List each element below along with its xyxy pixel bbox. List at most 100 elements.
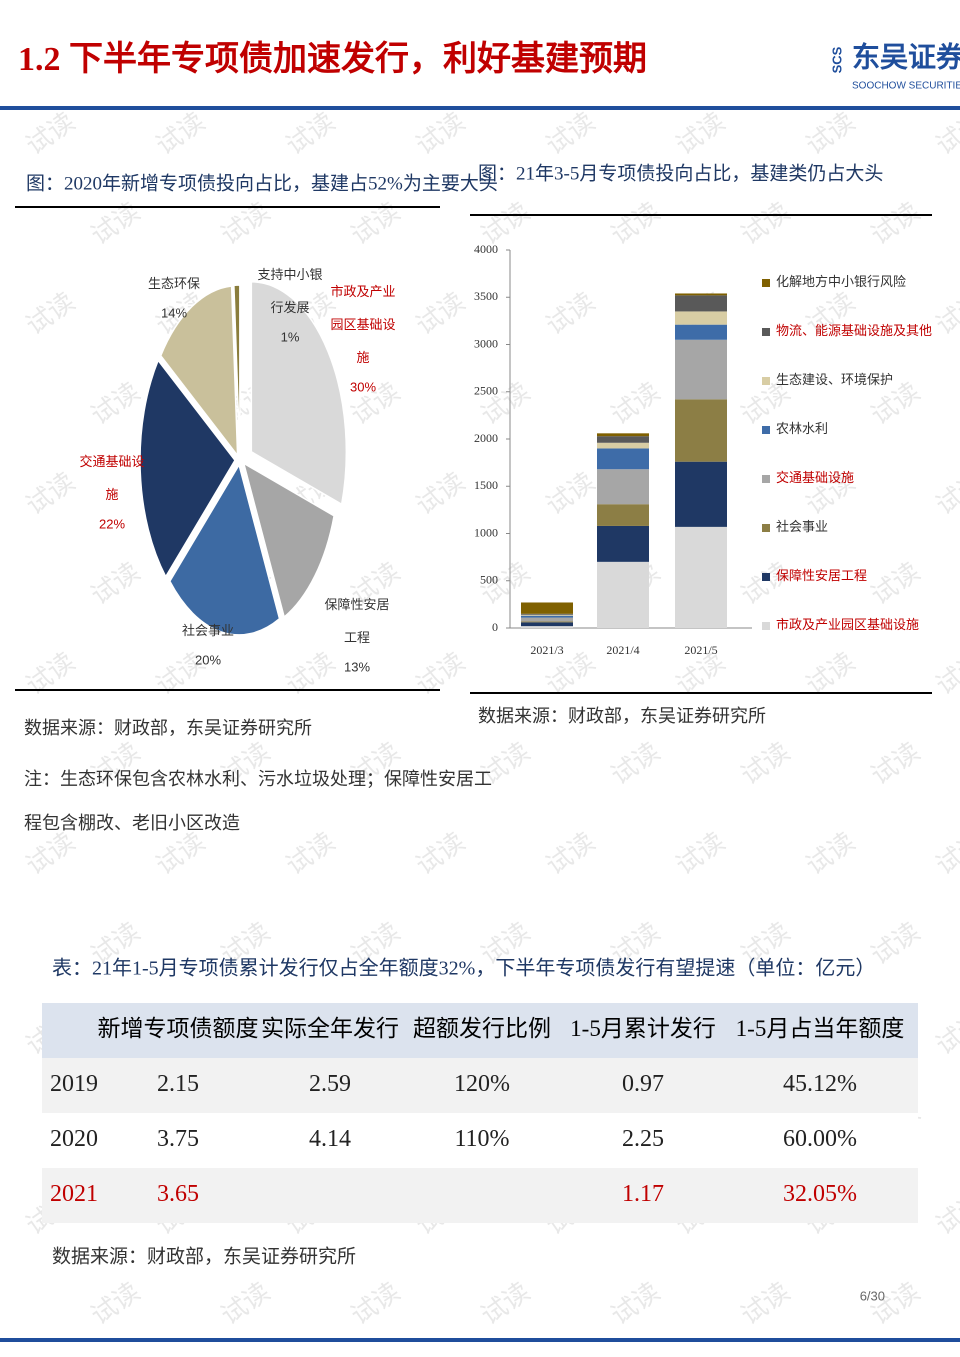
table-header-cell: 超额发行比例 <box>413 1016 551 1041</box>
bar-segment <box>597 561 649 628</box>
logo-subtext: SOOCHOW SECURITIES <box>852 81 960 92</box>
pie-slice <box>168 462 281 636</box>
y-tick-label: 3000 <box>474 336 498 350</box>
table-cell: 0.97 <box>622 1071 664 1097</box>
watermark: 试读 <box>280 646 340 700</box>
table-header-cell: 1-5月占当年额度 <box>736 1016 905 1041</box>
watermark: 试读 <box>540 826 600 880</box>
legend-label: 社会事业 <box>776 519 828 534</box>
watermark: 试读 <box>540 106 600 160</box>
legend-swatch <box>762 279 770 287</box>
watermark: 试读 <box>605 736 665 790</box>
bar-segment <box>675 293 727 296</box>
table-cell: 3.75 <box>157 1126 199 1152</box>
bar-segment <box>597 469 649 505</box>
watermark: 试读 <box>930 1186 960 1240</box>
source-text: 数据来源：财政部，东吴证券研究所 <box>478 706 766 726</box>
slice-value: 30% <box>350 379 376 394</box>
watermark: 试读 <box>930 826 960 880</box>
table-cell: 45.12% <box>783 1071 857 1097</box>
pie-slice <box>139 358 236 579</box>
table-title: 表：21年1-5月专项债累计发行仅占全年额度32%，下半年专项债发行有望提速（单… <box>52 957 875 980</box>
slice-value: 20% <box>195 652 221 667</box>
watermark: 试读 <box>20 106 80 160</box>
slice-value: 13% <box>344 659 370 674</box>
table-cell: 60.00% <box>783 1126 857 1152</box>
x-tick-label: 2021/3 <box>530 643 563 657</box>
watermark: 试读 <box>150 826 210 880</box>
watermark: 试读 <box>735 556 795 610</box>
legend-swatch <box>762 475 770 483</box>
bar-segment <box>597 442 649 449</box>
watermark: 试读 <box>410 106 470 160</box>
table-source: 数据来源：财政部，东吴证券研究所 <box>52 1245 356 1267</box>
bar-segment <box>597 504 649 526</box>
logo-mark: SCS <box>829 46 844 73</box>
slice-label: 交通基础设施 <box>79 454 144 502</box>
page-number: 6/30 <box>860 1288 885 1303</box>
bar-segment <box>597 433 649 437</box>
bar-segment <box>597 525 649 562</box>
watermark: 试读 <box>475 1276 535 1330</box>
source-text: 数据来源：财政部，东吴证券研究所 <box>24 718 312 738</box>
watermark: 试读 <box>930 466 960 520</box>
watermark: 试读 <box>670 826 730 880</box>
pie-slice <box>159 285 239 458</box>
table-header-cell: 实际全年发行 <box>261 1016 399 1041</box>
watermark: 试读 <box>735 1276 795 1330</box>
y-tick-label: 1500 <box>474 478 498 492</box>
legend-label: 农林水利 <box>776 421 828 436</box>
y-tick-label: 3500 <box>474 289 498 303</box>
bar-segment <box>521 614 573 616</box>
bar-segment <box>675 339 727 400</box>
bar-segment <box>521 613 573 615</box>
table-cell: 2019 <box>50 1071 98 1097</box>
table-row-bg <box>42 1058 918 1113</box>
bar-segment <box>675 399 727 462</box>
legend-swatch <box>762 573 770 581</box>
table-header-bg <box>42 1003 918 1058</box>
y-tick-label: 4000 <box>474 242 498 256</box>
pie-slice <box>250 281 348 506</box>
watermark: 试读 <box>20 466 80 520</box>
watermark: 试读 <box>85 556 145 610</box>
legend-label: 物流、能源基础设施及其他 <box>776 323 932 338</box>
watermark: 试读 <box>280 106 340 160</box>
watermark: 试读 <box>20 286 80 340</box>
bar-segment <box>675 526 727 628</box>
slice-label: 保障性安居工程 <box>324 597 389 645</box>
bar-segment <box>675 311 727 325</box>
watermark: 试读 <box>410 286 470 340</box>
slice-value: 14% <box>161 305 187 320</box>
legend-label: 生态建设、环境保护 <box>776 372 893 387</box>
bar-segment <box>675 461 727 527</box>
watermark: 试读 <box>930 286 960 340</box>
watermark: 试读 <box>605 196 665 250</box>
watermark: 试读 <box>85 376 145 430</box>
header-rule <box>0 106 960 110</box>
watermark: 试读 <box>800 826 860 880</box>
legend-swatch <box>762 328 770 336</box>
legend-label: 交通基础设施 <box>776 470 854 485</box>
watermark: 试读 <box>735 736 795 790</box>
table-header-cell: 1-5月累计发行 <box>570 1016 716 1041</box>
watermark: 试读 <box>20 646 80 700</box>
watermark: 试读 <box>345 196 405 250</box>
watermark: 试读 <box>85 196 145 250</box>
note-text: 注：生态环保包含农林水利、污水垃圾处理；保障性安居工程包含棚改、老旧小区改造 <box>24 769 492 833</box>
watermark: 试读 <box>20 826 80 880</box>
table-cell: 4.14 <box>309 1126 351 1152</box>
legend-label: 市政及产业园区基础设施 <box>776 617 919 632</box>
table-row-bg <box>42 1168 918 1223</box>
table-cell: 2.25 <box>622 1126 664 1152</box>
slice-label: 社会事业 <box>182 623 234 638</box>
watermark: 试读 <box>670 106 730 160</box>
watermark: 试读 <box>150 106 210 160</box>
bar-segment <box>521 622 573 627</box>
y-tick-label: 1000 <box>474 525 498 539</box>
watermark: 试读 <box>410 826 470 880</box>
footer-rule <box>0 1338 960 1342</box>
table-cell: 32.05% <box>783 1181 857 1207</box>
legend-swatch <box>762 426 770 434</box>
